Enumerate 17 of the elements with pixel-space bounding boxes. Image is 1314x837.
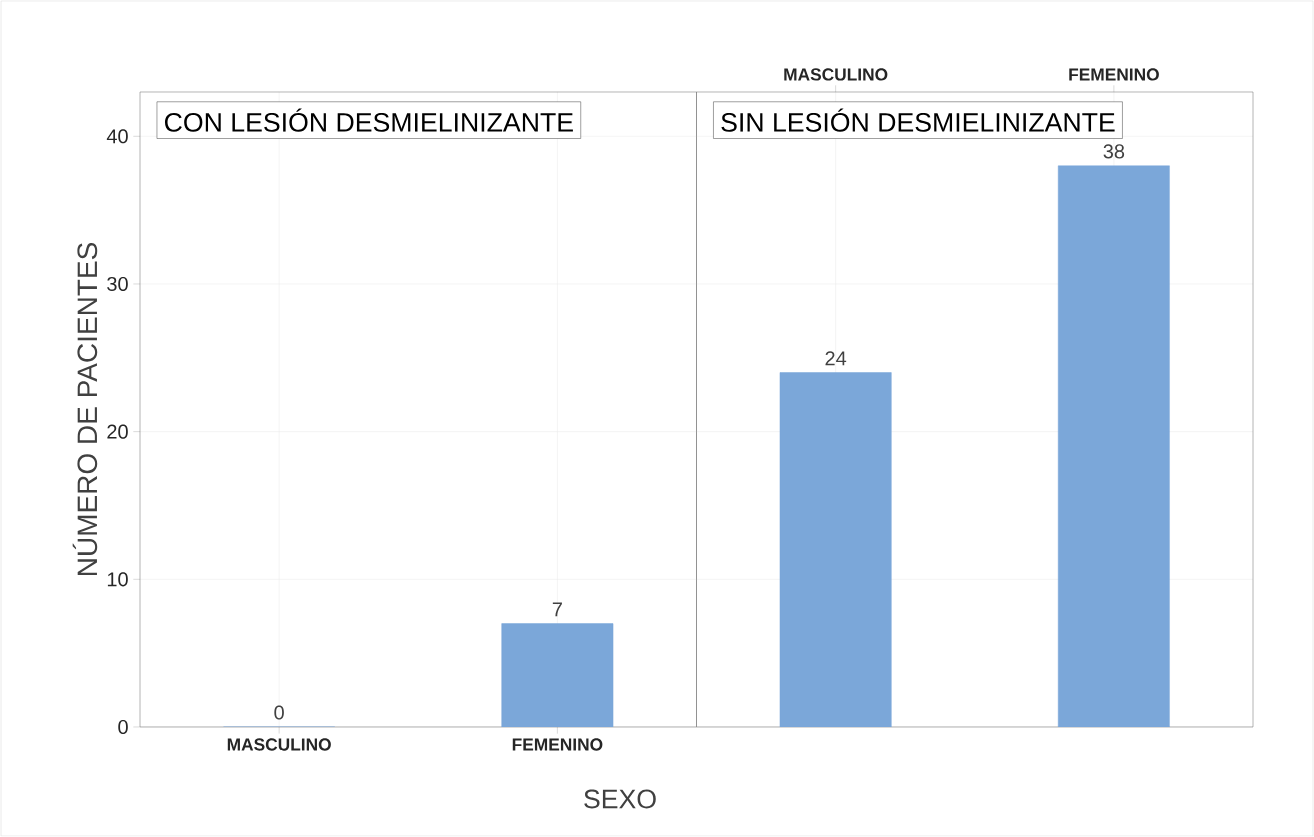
data-label: 38: [1103, 144, 1125, 159]
y-tick-label: 10: [107, 572, 128, 587]
y-tick-label: 20: [107, 424, 128, 439]
data-label: 7: [552, 602, 562, 617]
text: SIN LESIÓN DESMIELINIZANTE: [721, 108, 1115, 132]
y-axis-title: NÚMERO DE PACIENTES: [72, 243, 98, 575]
x-tick-label: FEMENINO: [512, 738, 603, 751]
x-tick-label: MASCULINO: [784, 68, 888, 81]
x-tick-label: FEMENINO: [1069, 68, 1159, 81]
y-tick-label: 40: [106, 129, 128, 144]
y-tick-label: 30: [107, 276, 128, 292]
data-label: 0: [274, 705, 284, 720]
y-tick-label: 0: [118, 719, 128, 735]
data-label: 24: [825, 351, 847, 366]
x-tick-label: MASCULINO: [227, 738, 331, 751]
x-axis-title: SEXO: [584, 789, 656, 809]
text: CON LESIÓN DESMIELINIZANTE: [164, 108, 573, 132]
